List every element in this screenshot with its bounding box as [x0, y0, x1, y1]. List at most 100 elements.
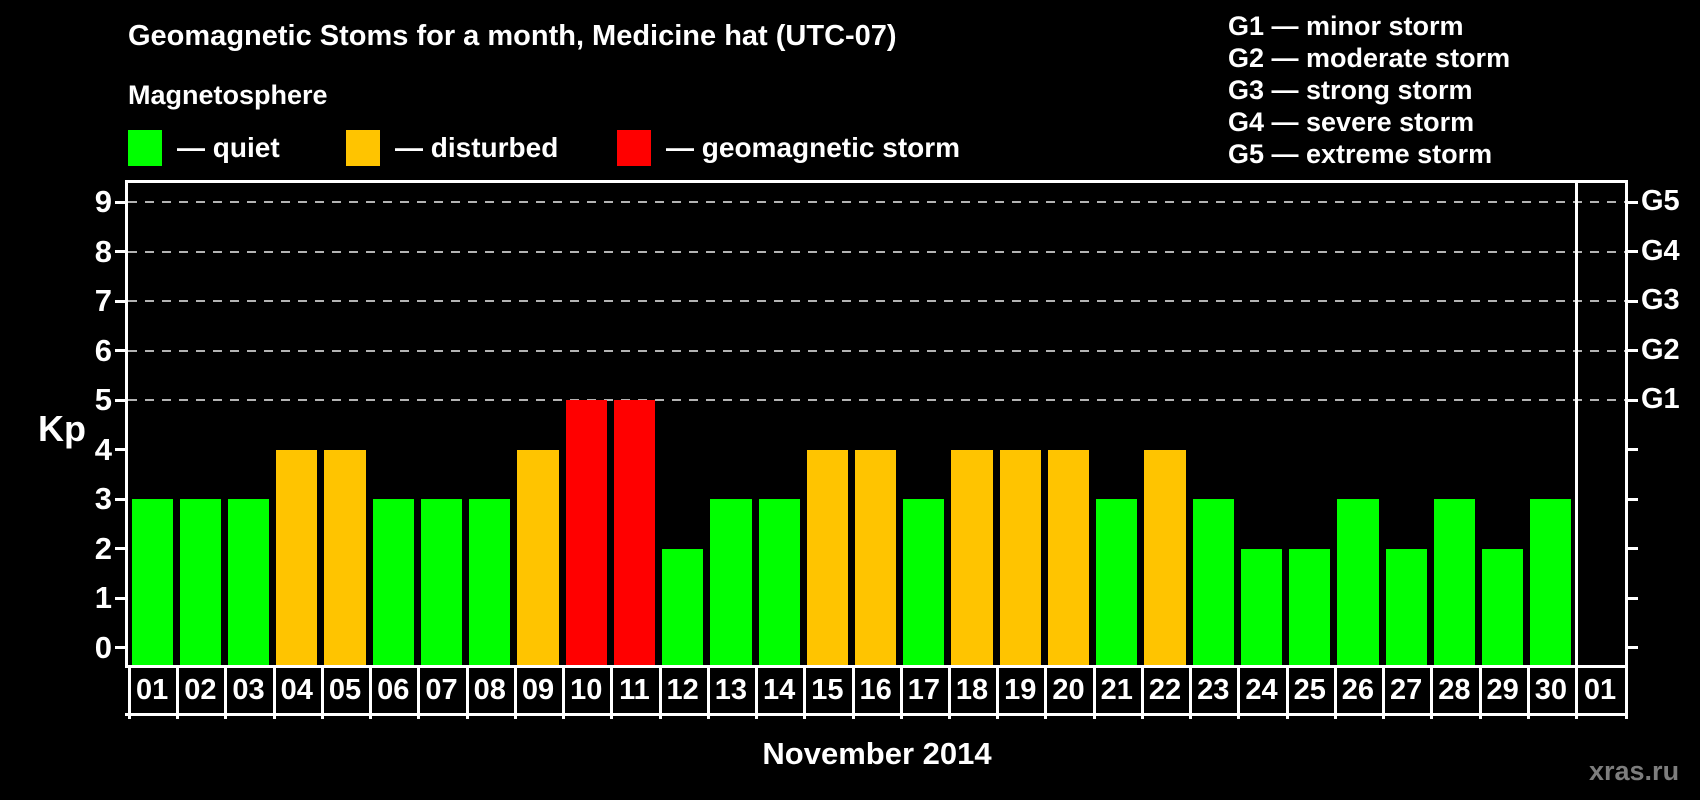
day-cell-separator — [803, 665, 807, 719]
g-tick-2 — [1628, 547, 1638, 550]
bar-day-07 — [420, 499, 463, 665]
bar-day-01 — [131, 499, 173, 665]
g-tick-4 — [1628, 448, 1638, 451]
day-cell-separator — [224, 665, 228, 719]
day-cell-separator — [899, 665, 903, 719]
day-cell-separator — [996, 665, 1000, 719]
bar-day-28 — [1433, 499, 1476, 665]
day-label-14: 14 — [763, 674, 796, 706]
day-cell-separator — [272, 665, 276, 719]
gridline-kp5 — [128, 399, 1625, 401]
bar-day-19 — [999, 449, 1041, 665]
bar-day-13 — [710, 499, 752, 665]
day-cell-separator — [1285, 665, 1289, 719]
kp-tick-label-4: 4 — [94, 431, 112, 467]
day-label-04: 04 — [280, 674, 313, 706]
bar-day-05 — [324, 449, 366, 665]
day-label-13: 13 — [714, 674, 748, 706]
day-cell-separator — [851, 665, 855, 719]
bar-day-23 — [1192, 499, 1234, 665]
kp-tick-5 — [115, 398, 125, 402]
g-axis-label-g4: G4 — [1641, 234, 1680, 267]
kp-tick-label-1: 1 — [94, 580, 112, 615]
day-cell-separator — [755, 665, 759, 719]
plot-border-left — [125, 180, 128, 668]
day-label-12: 12 — [666, 674, 699, 706]
day-label-22: 22 — [1148, 674, 1182, 706]
kp-tick-4 — [115, 448, 125, 451]
bar-day-30 — [1530, 499, 1572, 665]
day-cell-separator — [706, 665, 710, 719]
day-cell-separator-end — [1625, 665, 1628, 719]
day-cell-separator — [610, 665, 614, 719]
bar-day-27 — [1385, 548, 1427, 665]
day-cell-separator — [658, 665, 662, 719]
day-cell-separator — [176, 665, 180, 719]
bar-day-22 — [1144, 449, 1186, 665]
g-legend-line-g4: G4 — severe storm — [1228, 107, 1475, 137]
day-label-23: 23 — [1197, 674, 1230, 706]
g-legend-line-g3: G3 — strong storm — [1228, 75, 1473, 105]
storm-color-swatch — [617, 130, 651, 166]
bar-day-03 — [227, 499, 270, 665]
g-tick-7 — [1628, 299, 1638, 303]
kp-tick-label-7: 7 — [94, 283, 112, 318]
kp-axis-title: Kp — [38, 408, 86, 449]
g-legend-line-g5: G5 — extreme storm — [1228, 139, 1493, 169]
g-axis-label-g1: G1 — [1641, 383, 1680, 415]
bar-day-20 — [1047, 449, 1090, 665]
plot-border-bottom — [125, 665, 1628, 668]
day-cell-separator — [1140, 665, 1144, 719]
g-tick-9 — [1628, 200, 1638, 204]
bar-day-11 — [613, 400, 656, 665]
bar-day-06 — [372, 499, 414, 665]
kp-tick-2 — [115, 547, 125, 550]
g-tick-8 — [1628, 250, 1638, 253]
kp-tick-label-5: 5 — [94, 382, 112, 417]
kp-tick-8 — [115, 250, 125, 253]
g-axis-label-g5: G5 — [1641, 185, 1680, 217]
day-cell-separator — [1092, 665, 1096, 719]
plot-border-right — [1625, 180, 1628, 668]
legend-item-quiet: — quiet — [128, 130, 280, 166]
gridline-kp7 — [128, 300, 1625, 302]
bar-day-10 — [565, 400, 607, 665]
kp-tick-6 — [115, 349, 125, 352]
day-label-18: 18 — [955, 674, 989, 706]
day-label-21: 21 — [1100, 674, 1133, 706]
chart-title: Geomagnetic Stoms for a month, Medicine … — [128, 20, 897, 52]
g-legend-line-g1: G1 — minor storm — [1228, 11, 1464, 41]
day-label-11: 11 — [619, 674, 650, 706]
bar-day-08 — [469, 499, 511, 665]
day-cell-separator — [369, 665, 373, 719]
kp-tick-label-8: 8 — [94, 233, 112, 269]
bar-day-14 — [758, 499, 800, 665]
g-axis-label-g3: G3 — [1641, 284, 1680, 316]
day-cell-separator — [465, 665, 469, 719]
g-tick-3 — [1628, 497, 1638, 501]
disturbed-color-swatch — [346, 130, 380, 166]
bar-day-04 — [276, 449, 318, 665]
bar-day-16 — [855, 449, 897, 665]
kp-tick-3 — [115, 497, 125, 501]
bar-day-29 — [1482, 548, 1524, 665]
kp-tick-1 — [115, 596, 125, 600]
g-scale-legend: G1 — minor storm G2 — moderate storm G3 … — [1228, 10, 1510, 170]
day-label-26: 26 — [1341, 674, 1375, 706]
legend-label-disturbed: — disturbed — [395, 132, 559, 163]
day-cell-separator — [1430, 665, 1434, 719]
bar-day-26 — [1337, 499, 1379, 665]
day-cell-separator — [320, 665, 324, 719]
day-label-28: 28 — [1438, 674, 1471, 706]
kp-tick-9 — [115, 200, 125, 204]
quiet-color-swatch — [128, 130, 162, 166]
day-label-01: 01 — [135, 674, 169, 706]
day-cell-separator — [128, 665, 131, 719]
next-month-separator-line — [1575, 183, 1578, 665]
kp-tick-label-2: 2 — [94, 530, 112, 566]
g-tick-0 — [1628, 646, 1638, 649]
day-cell-separator — [947, 665, 951, 719]
month-label: November 2014 — [762, 736, 992, 771]
day-cell-separator — [1526, 665, 1530, 719]
kp-tick-label-9: 9 — [94, 184, 112, 219]
